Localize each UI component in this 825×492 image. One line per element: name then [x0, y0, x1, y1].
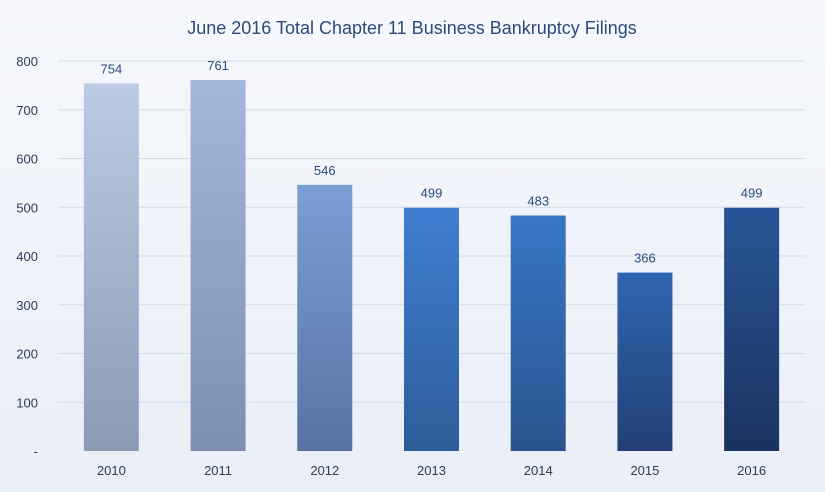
- bar-2012: [297, 184, 353, 451]
- bars: [83, 80, 780, 452]
- y-tick-label: 300: [16, 298, 38, 313]
- bar-2016: [724, 207, 780, 451]
- data-label: 366: [634, 251, 656, 266]
- y-tick-label: 200: [16, 347, 38, 362]
- x-tick-label: 2011: [204, 463, 232, 478]
- x-tick-label: 2016: [737, 463, 766, 478]
- data-label: 546: [314, 163, 336, 178]
- y-tick-label: 500: [16, 200, 38, 215]
- x-tick-label: 2012: [310, 463, 339, 478]
- bar-2010: [83, 83, 139, 452]
- y-tick-label: 400: [16, 249, 38, 264]
- y-tick-label: 700: [16, 103, 38, 118]
- bar-2013: [404, 207, 459, 451]
- bar-2015: [617, 272, 673, 451]
- y-tick-label: -: [34, 444, 38, 459]
- x-tick-label: 2013: [417, 463, 446, 478]
- y-tick-label: 600: [16, 152, 38, 167]
- data-label: 483: [527, 194, 549, 209]
- x-tick-label: 2014: [524, 463, 553, 478]
- bar-2011: [190, 80, 246, 451]
- y-tick-label: 100: [16, 395, 38, 410]
- chart-title: June 2016 Total Chapter 11 Business Bank…: [187, 18, 637, 38]
- y-tick-label: 800: [16, 54, 38, 69]
- data-label: 499: [741, 186, 763, 201]
- data-label: 761: [207, 58, 229, 73]
- y-axis: - 100 200 300 400 500 600 700 800: [16, 54, 38, 459]
- bar-2014: [510, 215, 566, 451]
- x-tick-label: 2010: [97, 463, 126, 478]
- x-axis: 2010 2011 2012 2013 2014 2015 2016: [97, 463, 766, 478]
- data-labels: 754 761 546 499 483 366 499: [101, 58, 763, 266]
- data-label: 754: [101, 61, 123, 76]
- x-tick-label: 2015: [630, 463, 659, 478]
- data-label: 499: [421, 186, 443, 201]
